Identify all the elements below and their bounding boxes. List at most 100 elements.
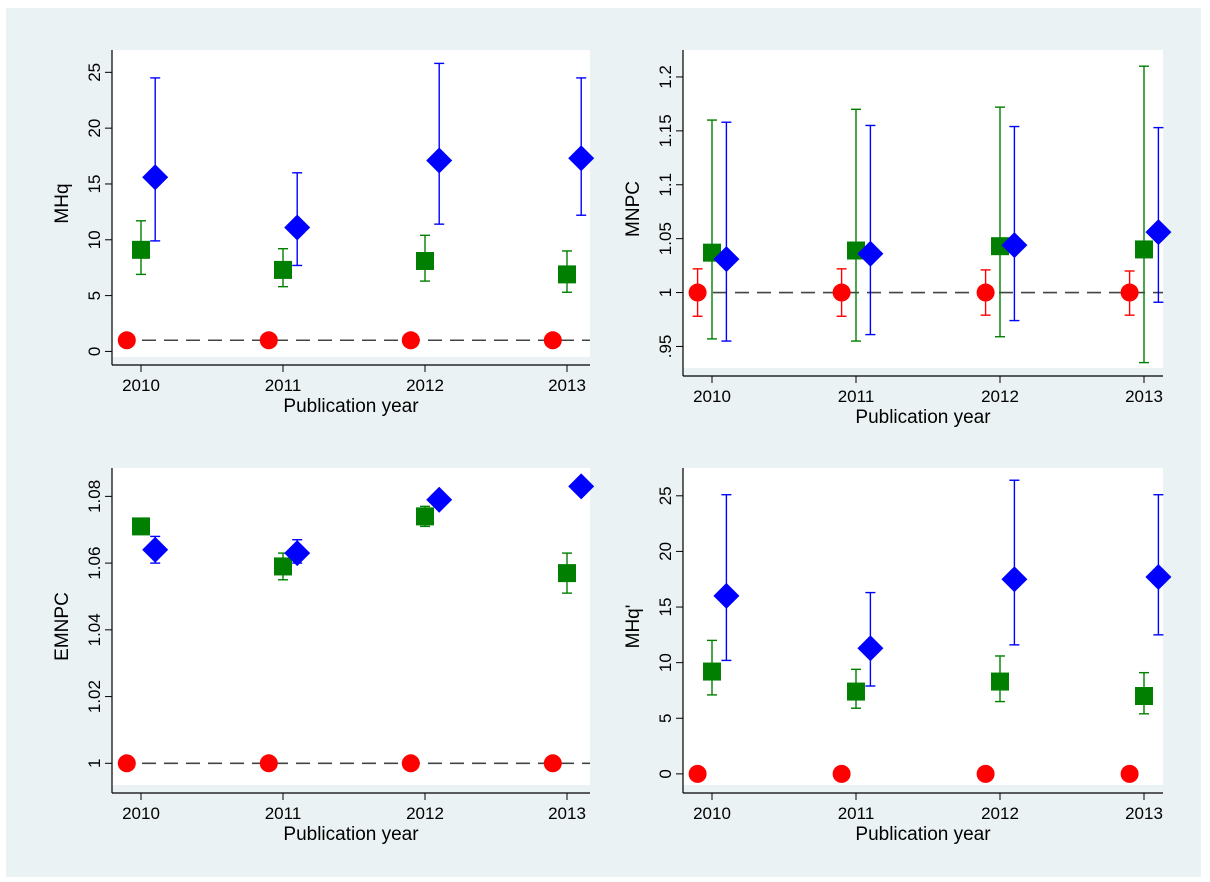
x-tick-label: 2013 [1125, 387, 1163, 406]
y-tick-label: 0 [656, 769, 675, 778]
x-tick-label: 2013 [1125, 804, 1163, 823]
data-point-circle [259, 331, 278, 350]
x-tick-label: 2011 [265, 376, 302, 395]
data-point-circle [1120, 764, 1139, 783]
x-tick-label: 2011 [265, 804, 302, 823]
y-tick-label: 10 [656, 653, 675, 672]
x-axis-title: Publication year [283, 396, 419, 417]
x-tick-label: 2012 [406, 376, 444, 395]
data-point-diamond [284, 214, 311, 241]
data-point-diamond [568, 145, 595, 172]
y-tick-label: 5 [85, 291, 104, 300]
data-point-square [132, 240, 150, 259]
data-point-circle [117, 754, 136, 773]
data-point-circle [117, 331, 136, 350]
y-tick-label: 25 [656, 486, 675, 505]
y-tick-label: 15 [656, 598, 675, 617]
data-point-circle [688, 283, 707, 302]
y-tick-label: 1.04 [85, 613, 104, 646]
y-axis-title: EMNPC [52, 592, 73, 661]
data-point-square [991, 237, 1009, 256]
data-point-square [847, 682, 865, 701]
data-point-circle [688, 764, 707, 783]
data-point-square [703, 662, 721, 681]
x-tick-label: 2012 [981, 387, 1019, 406]
data-point-diamond [857, 240, 884, 267]
data-point-square [416, 507, 434, 526]
x-tick-label: 2013 [548, 804, 586, 823]
data-point-diamond [1001, 566, 1028, 593]
x-tick-label: 2011 [838, 804, 875, 823]
plot-area [683, 468, 1163, 785]
y-tick-label: 25 [85, 63, 104, 82]
x-tick-label: 2011 [838, 387, 875, 406]
y-tick-label: 20 [85, 119, 104, 138]
data-point-square [558, 564, 576, 583]
y-tick-label: 5 [656, 714, 675, 723]
x-tick-label: 2010 [693, 804, 731, 823]
y-tick-label: 1.15 [656, 114, 675, 147]
data-point-square [416, 251, 434, 270]
data-point-diamond [426, 486, 453, 513]
data-point-circle [401, 754, 420, 773]
plot-area [683, 50, 1163, 368]
data-point-diamond [1145, 564, 1172, 591]
data-point-square [558, 265, 576, 284]
y-tick-label: 15 [85, 175, 104, 194]
y-axis-title: MHq' [623, 605, 644, 649]
data-point-diamond [713, 246, 740, 273]
data-point-circle [832, 283, 851, 302]
data-point-circle [543, 754, 562, 773]
y-tick-label: .95 [656, 335, 675, 359]
plot-area [112, 468, 590, 785]
x-tick-label: 2010 [122, 804, 160, 823]
x-tick-label: 2010 [693, 387, 731, 406]
y-tick-label: 1.1 [656, 173, 675, 197]
x-axis-title: Publication year [855, 407, 991, 428]
y-tick-label: 1 [85, 759, 104, 768]
data-point-square [1135, 687, 1153, 706]
plot-area [112, 50, 590, 357]
x-axis-title: Publication year [283, 824, 419, 845]
y-tick-label: 1 [656, 288, 675, 297]
data-point-square [132, 517, 150, 536]
x-tick-label: 2012 [981, 804, 1019, 823]
y-axis-title: MNPC [623, 181, 644, 237]
y-tick-label: 20 [656, 542, 675, 561]
data-point-circle [401, 331, 420, 350]
y-tick-label: 1.06 [85, 547, 104, 580]
x-tick-label: 2013 [548, 376, 586, 395]
data-point-circle [1120, 283, 1139, 302]
data-point-diamond [713, 582, 740, 609]
data-point-diamond [1145, 219, 1172, 246]
data-point-diamond [284, 540, 311, 567]
x-axis-title: Publication year [855, 824, 991, 845]
data-point-diamond [857, 635, 884, 662]
data-point-circle [543, 331, 562, 350]
data-point-square [274, 260, 292, 279]
y-tick-label: 1.2 [656, 65, 675, 89]
data-point-diamond [1001, 232, 1028, 259]
data-point-diamond [142, 536, 169, 563]
x-tick-label: 2012 [406, 804, 444, 823]
data-point-square [1135, 240, 1153, 259]
x-tick-label: 2010 [122, 376, 160, 395]
data-point-circle [832, 764, 851, 783]
data-point-diamond [568, 473, 595, 500]
y-tick-label: 1.05 [656, 222, 675, 255]
data-point-circle [259, 754, 278, 773]
data-point-square [991, 672, 1009, 691]
data-point-square [274, 557, 292, 576]
data-point-circle [976, 283, 995, 302]
data-point-diamond [426, 147, 453, 174]
data-point-circle [976, 764, 995, 783]
y-tick-label: 1.02 [85, 680, 104, 713]
y-axis-title: MHq [52, 183, 73, 223]
y-tick-label: 0 [85, 347, 104, 356]
y-tick-label: 1.08 [85, 480, 104, 513]
